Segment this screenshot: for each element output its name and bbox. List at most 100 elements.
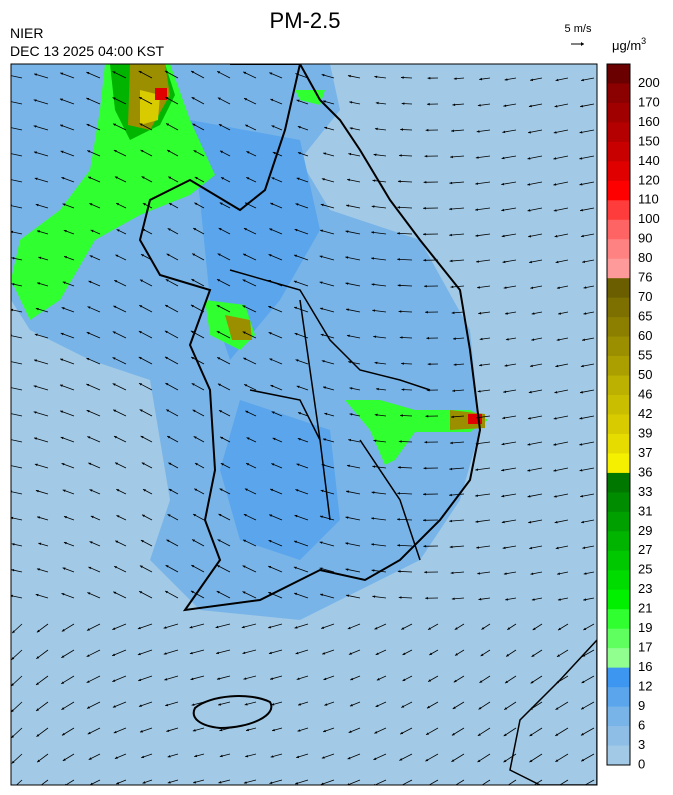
wind-arrow-head bbox=[189, 625, 193, 629]
wind-arrow-head bbox=[270, 755, 274, 758]
colorbar-label: 9 bbox=[638, 698, 645, 713]
wind-arrow-head bbox=[243, 514, 247, 517]
wind-arrow-head bbox=[86, 97, 90, 101]
wind-arrow-head bbox=[141, 462, 145, 466]
wind-arrow-head bbox=[449, 181, 453, 185]
wind-arrow-head bbox=[372, 309, 376, 312]
wind-arrow-head bbox=[142, 489, 146, 492]
colorbar-swatch bbox=[607, 433, 630, 454]
wind-arrow-head bbox=[34, 359, 38, 362]
wind-arrow-head bbox=[371, 283, 375, 286]
wind-arrow-head bbox=[530, 286, 534, 290]
wind-arrow bbox=[65, 779, 75, 785]
wind-arrow-head bbox=[164, 330, 168, 334]
wind-arrow-head bbox=[527, 157, 531, 160]
wind-arrow-head bbox=[138, 357, 142, 360]
wind-arrow-head bbox=[528, 234, 532, 238]
wind-arrow-head bbox=[402, 652, 406, 655]
wind-arrow-head bbox=[348, 360, 352, 364]
wind-arrow-head bbox=[295, 359, 299, 362]
wind-scale-label: 5 m/s bbox=[565, 23, 592, 35]
wind-arrow-head bbox=[397, 284, 401, 287]
wind-arrow bbox=[584, 779, 595, 785]
wind-arrow-head bbox=[451, 732, 455, 736]
wind-arrow-head bbox=[138, 71, 142, 74]
wind-arrow-head bbox=[246, 728, 249, 732]
wind-arrow-head bbox=[34, 437, 38, 440]
wind-arrow-head bbox=[449, 467, 453, 471]
wind-arrow-head bbox=[218, 781, 222, 784]
wind-arrow-head bbox=[553, 417, 557, 420]
wind-arrow-head bbox=[113, 150, 117, 153]
pollution-mid bbox=[190, 120, 320, 360]
wind-arrow-head bbox=[294, 306, 298, 310]
wind-arrow-head bbox=[36, 682, 39, 685]
wind-arrow-head bbox=[477, 733, 481, 736]
wind-arrow-head bbox=[503, 733, 507, 737]
wind-arrow-head bbox=[61, 707, 65, 710]
wind-arrow-head bbox=[194, 463, 198, 466]
wind-arrow-head bbox=[62, 758, 66, 761]
wind-arrow-head bbox=[268, 254, 272, 257]
colorbar-swatch bbox=[607, 472, 630, 493]
wind-arrow-head bbox=[165, 383, 169, 386]
wind-arrow-head bbox=[269, 228, 273, 231]
wind-arrow-head bbox=[528, 520, 532, 524]
wind-arrow-head bbox=[11, 760, 15, 764]
wind-arrow-head bbox=[320, 333, 324, 337]
wind-arrow-head bbox=[87, 592, 91, 595]
wind-arrow-head bbox=[243, 677, 247, 680]
wind-arrow-head bbox=[87, 706, 91, 709]
wind-arrow-head bbox=[63, 229, 67, 233]
wind-arrow-head bbox=[246, 463, 250, 466]
wind-arrow-head bbox=[243, 357, 247, 361]
wind-arrow-head bbox=[553, 443, 557, 446]
wind-arrow-head bbox=[374, 75, 378, 79]
wind-arrow-head bbox=[11, 283, 15, 286]
wind-arrow-head bbox=[243, 539, 247, 543]
wind-arrow-head bbox=[528, 130, 531, 134]
wind-arrow-head bbox=[138, 97, 142, 100]
wind-arrow-head bbox=[86, 332, 90, 335]
wind-arrow-head bbox=[35, 307, 39, 311]
wind-arrow bbox=[428, 779, 439, 785]
colorbar-label: 110 bbox=[638, 192, 659, 207]
wind-arrow-head bbox=[346, 334, 350, 338]
wind-arrow-head bbox=[349, 127, 353, 130]
wind-arrow-head bbox=[64, 256, 68, 259]
wind-arrow-head bbox=[193, 514, 197, 517]
colorbar-swatch bbox=[607, 511, 630, 532]
colorbar-swatch bbox=[607, 375, 630, 396]
wind-vectors bbox=[11, 70, 595, 785]
wind-arrow-head bbox=[453, 363, 457, 366]
wind-arrow-head bbox=[501, 234, 505, 238]
wind-arrow-head bbox=[296, 385, 300, 389]
wind-arrow-head bbox=[398, 154, 402, 157]
wind-arrow-head bbox=[424, 440, 428, 444]
wind-arrow-head bbox=[321, 756, 325, 759]
wind-arrow-head bbox=[11, 308, 14, 312]
wind-arrow-head bbox=[271, 463, 275, 466]
wind-arrow-head bbox=[113, 591, 117, 595]
wind-arrow-head bbox=[219, 728, 223, 732]
wind-arrow-head bbox=[194, 754, 198, 758]
wind-arrow-head bbox=[371, 569, 375, 572]
wind-arrow-head bbox=[400, 76, 404, 79]
wind-arrow-head bbox=[400, 414, 403, 417]
wind-arrow-head bbox=[298, 703, 302, 706]
wind-arrow-head bbox=[449, 441, 453, 445]
wind-arrow-head bbox=[217, 383, 221, 387]
wind-arrow-head bbox=[61, 732, 65, 736]
wind-arrow-head bbox=[165, 97, 169, 100]
wind-arrow-head bbox=[243, 71, 247, 75]
wind-arrow-head bbox=[62, 203, 66, 206]
wind-arrow-head bbox=[452, 706, 456, 709]
colorbar-swatch bbox=[607, 628, 630, 649]
wind-arrow-head bbox=[243, 228, 247, 231]
wind-arrow-head bbox=[163, 626, 167, 629]
wind-arrow-head bbox=[295, 203, 299, 206]
wind-arrow-head bbox=[244, 488, 248, 492]
wind-arrow-head bbox=[36, 230, 40, 233]
wind-arrow-head bbox=[581, 78, 584, 82]
wind-arrow-head bbox=[89, 782, 93, 785]
